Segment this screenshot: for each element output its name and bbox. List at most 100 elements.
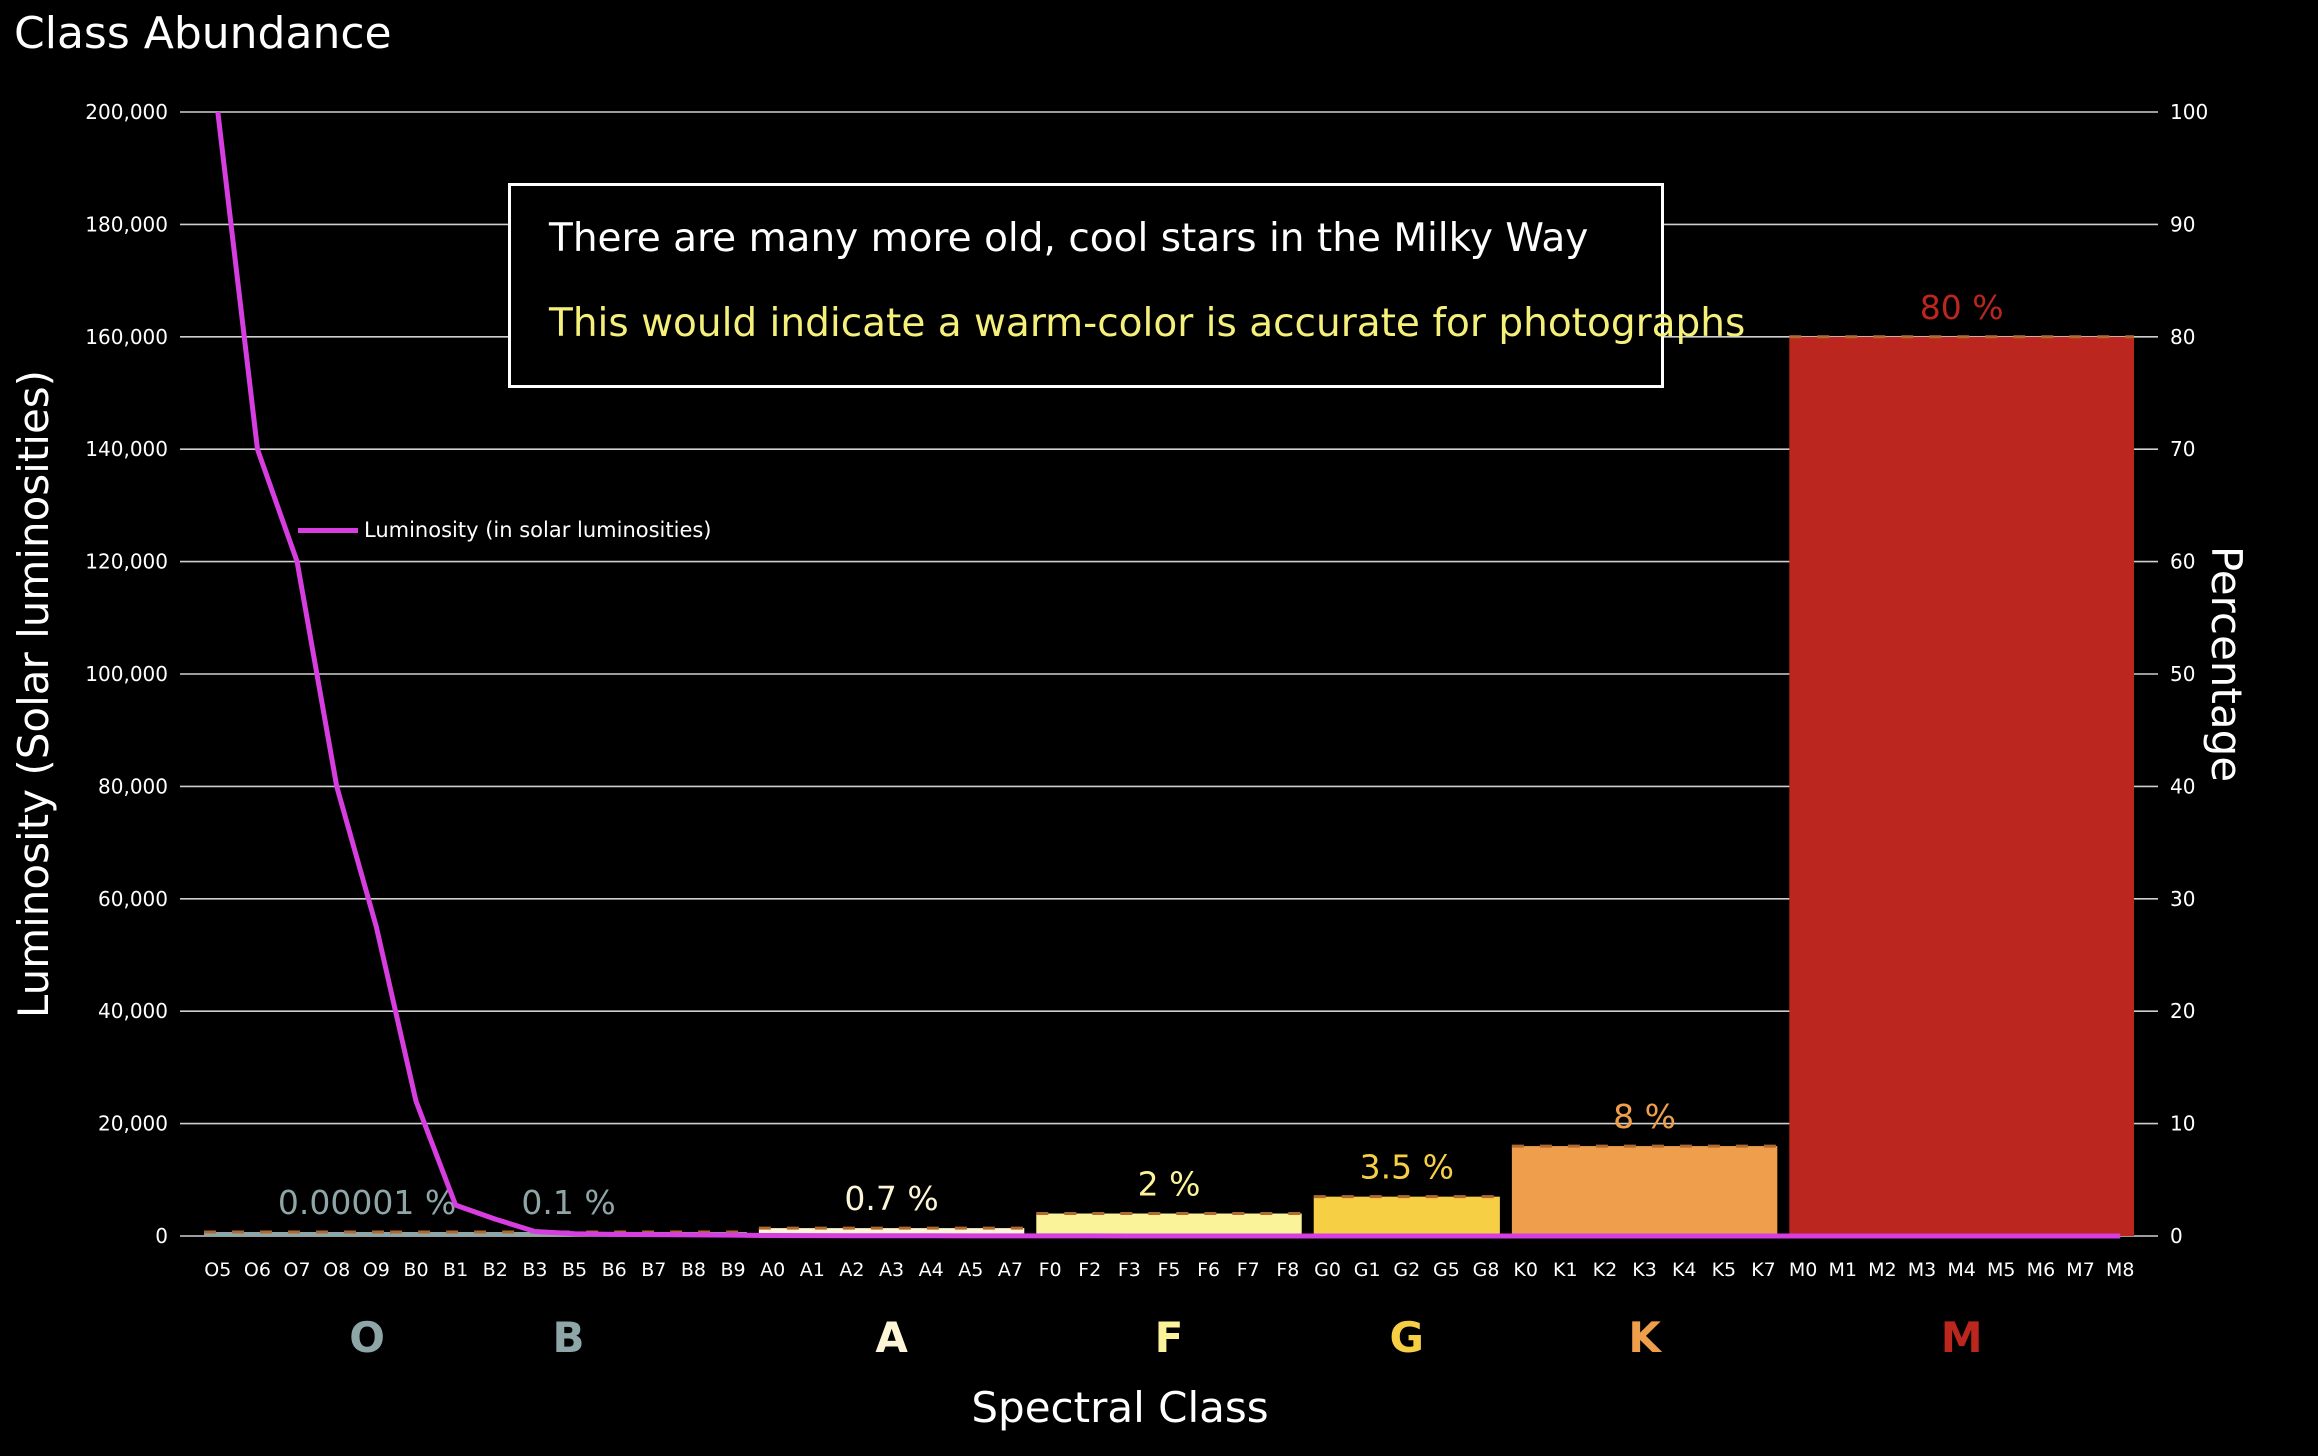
- class-letter-K: K: [1628, 1313, 1662, 1362]
- x-tick-label: F3: [1118, 1259, 1141, 1281]
- x-tick-label: A5: [958, 1259, 983, 1281]
- y2-tick-label: 60: [2170, 550, 2195, 574]
- y-tick-label: 20,000: [98, 1112, 168, 1136]
- bar-G: [1313, 1196, 1500, 1236]
- x-tick-label: O6: [244, 1259, 271, 1281]
- bar-value-label-F: 2 %: [1138, 1165, 1201, 1204]
- y2-tick-label: 100: [2170, 100, 2208, 124]
- x-tick-label: B3: [522, 1259, 547, 1281]
- y-tick-label: 0: [155, 1224, 168, 1248]
- x-tick-label: K4: [1672, 1259, 1697, 1281]
- x-tick-label: K3: [1632, 1259, 1657, 1281]
- x-tick-label: A0: [760, 1259, 785, 1281]
- x-tick-label: B0: [403, 1259, 428, 1281]
- bar-value-label-O: 0.00001 %: [278, 1183, 456, 1222]
- y-tick-label: 120,000: [85, 550, 168, 574]
- x-tick-label: F0: [1039, 1259, 1062, 1281]
- x-tick-label: K1: [1553, 1259, 1578, 1281]
- class-letter-O: O: [349, 1313, 385, 1362]
- y2-tick-label: 50: [2170, 662, 2195, 686]
- x-tick-label: B8: [681, 1259, 706, 1281]
- x-tick-label: M4: [1947, 1259, 1975, 1281]
- x-tick-label: K5: [1712, 1259, 1737, 1281]
- x-tick-label: M1: [1829, 1259, 1857, 1281]
- y2-tick-label: 30: [2170, 887, 2195, 911]
- x-tick-label: F8: [1276, 1259, 1299, 1281]
- bar-F: [1036, 1213, 1302, 1236]
- x-tick-label: M8: [2106, 1259, 2134, 1281]
- y-tick-label: 200,000: [85, 100, 168, 124]
- annotation-line-1: There are many more old, cool stars in t…: [549, 216, 1589, 261]
- x-tick-label: M0: [1789, 1259, 1817, 1281]
- x-tick-label: B9: [720, 1259, 745, 1281]
- y-tick-label: 100,000: [85, 662, 168, 686]
- y-tick-label: 40,000: [98, 999, 168, 1023]
- class-letter-F: F: [1155, 1313, 1184, 1362]
- bar-value-label-K: 8 %: [1613, 1097, 1676, 1136]
- class-letter-A: A: [875, 1313, 908, 1362]
- x-tick-label: A2: [839, 1259, 864, 1281]
- bar-A: [758, 1228, 1025, 1236]
- annotation-line-2: This would indicate a warm-color is accu…: [549, 301, 1746, 346]
- x-tick-label: G8: [1473, 1259, 1500, 1281]
- page-title: Class Abundance: [14, 8, 392, 59]
- legend-line-swatch: [298, 527, 358, 533]
- bar-O: [204, 1232, 391, 1236]
- x-tick-label: G1: [1354, 1259, 1381, 1281]
- bar-value-label-B: 0.1 %: [521, 1183, 615, 1222]
- x-tick-label: A1: [800, 1259, 825, 1281]
- class-letter-G: G: [1390, 1313, 1424, 1362]
- chart-legend: Luminosity (in solar luminosities): [298, 515, 712, 545]
- x-tick-label: K2: [1593, 1259, 1618, 1281]
- x-tick-label: K0: [1513, 1259, 1538, 1281]
- x-tick-label: A7: [998, 1259, 1023, 1281]
- x-axis-title: Spectral Class: [971, 1383, 1268, 1432]
- bar-value-label-A: 0.7 %: [844, 1179, 938, 1218]
- x-tick-label: G5: [1433, 1259, 1460, 1281]
- x-tick-label: B5: [562, 1259, 587, 1281]
- x-tick-label: G0: [1314, 1259, 1341, 1281]
- x-tick-label: M7: [2066, 1259, 2094, 1281]
- x-tick-label: O8: [323, 1259, 350, 1281]
- x-tick-label: O9: [363, 1259, 390, 1281]
- x-tick-label: M2: [1868, 1259, 1896, 1281]
- x-tick-label: M6: [2027, 1259, 2055, 1281]
- x-tick-label: B1: [443, 1259, 468, 1281]
- y-axis-title: Luminosity (Solar luminosities): [9, 370, 58, 1018]
- x-tick-label: B7: [641, 1259, 666, 1281]
- y-tick-label: 180,000: [85, 212, 168, 236]
- y2-tick-label: 20: [2170, 999, 2195, 1023]
- x-tick-label: O5: [204, 1259, 231, 1281]
- y2-tick-label: 90: [2170, 212, 2195, 236]
- x-tick-label: F2: [1078, 1259, 1101, 1281]
- x-tick-label: B2: [483, 1259, 508, 1281]
- y2-tick-label: 40: [2170, 774, 2195, 798]
- class-letter-B: B: [553, 1313, 585, 1362]
- y2-tick-label: 80: [2170, 325, 2195, 349]
- y-tick-label: 160,000: [85, 325, 168, 349]
- x-tick-label: M3: [1908, 1259, 1936, 1281]
- x-tick-label: O7: [284, 1259, 311, 1281]
- x-tick-label: F7: [1237, 1259, 1260, 1281]
- x-tick-label: A4: [919, 1259, 944, 1281]
- x-tick-label: A3: [879, 1259, 904, 1281]
- x-tick-label: M5: [1987, 1259, 2015, 1281]
- x-tick-label: F6: [1197, 1259, 1220, 1281]
- bar-K: [1511, 1146, 1778, 1236]
- x-tick-label: K7: [1751, 1259, 1776, 1281]
- annotation-box: There are many more old, cool stars in t…: [508, 183, 1745, 388]
- x-tick-label: B6: [602, 1259, 627, 1281]
- x-tick-label: G2: [1393, 1259, 1420, 1281]
- y-tick-label: 80,000: [98, 774, 168, 798]
- y-tick-label: 60,000: [98, 887, 168, 911]
- bar-value-label-G: 3.5 %: [1360, 1148, 1454, 1187]
- x-tick-label: F5: [1157, 1259, 1180, 1281]
- bar-M: [1789, 336, 2134, 1236]
- y-tick-label: 140,000: [85, 437, 168, 461]
- y2-tick-label: 10: [2170, 1112, 2195, 1136]
- bar-value-label-M: 80 %: [1920, 288, 2004, 327]
- y2-tick-label: 0: [2170, 1224, 2183, 1248]
- class-letter-M: M: [1941, 1313, 1983, 1362]
- y2-axis-title: Percentage: [2202, 546, 2251, 782]
